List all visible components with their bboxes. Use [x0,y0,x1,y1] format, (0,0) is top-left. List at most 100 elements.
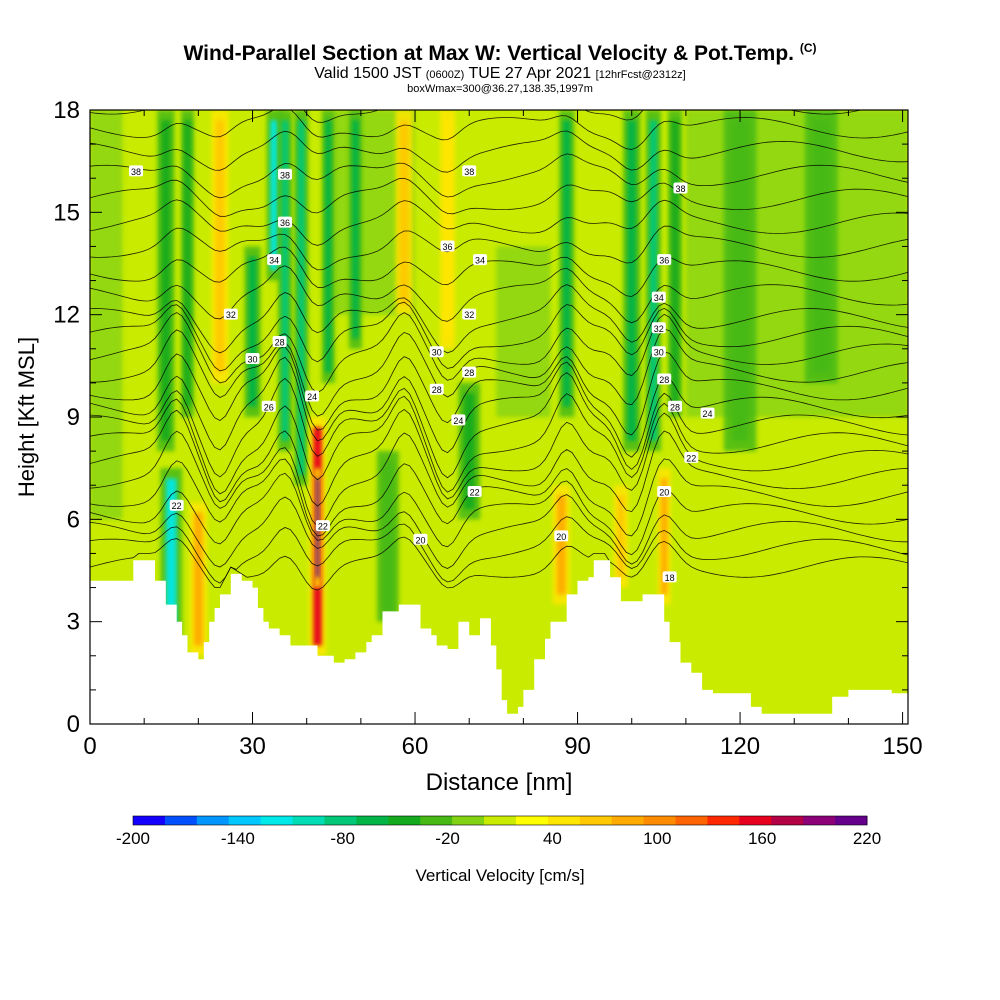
contour-label-bg [272,335,287,347]
colorbar-swatch [771,816,804,825]
theta-contour [90,301,908,372]
theta-contour [90,130,908,173]
contour-label-text: 36 [280,218,290,228]
copyright-mark: (C) [799,41,817,55]
velocity-core [463,393,475,510]
contour-label-bg [700,407,715,419]
x-tick-label: 150 [883,733,923,760]
colorbar-swatch [324,816,357,825]
contour-label-bg [462,165,477,177]
colorbar-tick-label: -20 [435,829,460,848]
contour-label-text: 22 [686,453,696,463]
x-tick-label: 0 [83,733,96,760]
theta-contour [90,312,908,394]
contour-label: 38 [462,165,477,177]
valid-date: TUE 27 Apr 2021 [468,65,592,82]
velocity-band [496,246,551,417]
contour-label-bg [651,322,666,334]
contour-label-bg [462,366,477,378]
colorbar-frame [132,815,868,826]
contour-label: 24 [305,390,320,402]
y-tick-label: 15 [53,199,80,226]
contour-label: 38 [673,182,688,194]
contour-label: 18 [662,571,677,583]
velocity-core [270,120,278,271]
velocity-core [671,120,679,407]
y-tick-label: 3 [67,609,80,636]
contour-label-text: 36 [659,256,669,266]
contour-label: 24 [451,414,466,426]
theta-contour [90,246,908,297]
x-tick-label: 90 [564,733,591,760]
potential-temperature-contours [90,58,908,591]
contour-label: 32 [223,308,238,320]
x-axis: 0 30 60 90 120 150 [83,110,923,760]
contour-label-bg [315,520,330,532]
velocity-core [297,120,305,475]
contour-label-bg [657,486,672,498]
velocity-core [649,120,658,441]
contour-label: 26 [261,400,276,412]
contour-label: 20 [413,533,428,545]
colorbar-tick-label: 220 [853,829,881,848]
contour-label-text: 20 [415,535,425,545]
colorbar-label: Vertical Velocity [cm/s] [415,866,584,885]
contour-label-bg [657,373,672,385]
colorbar-swatch [739,816,772,825]
velocity-core [194,512,203,646]
theta-contour [90,110,908,150]
contour-label-bg [668,400,683,412]
colorbar-swatch [547,816,581,825]
x-tick-label: 60 [402,733,429,760]
contour-label-text: 28 [464,368,474,378]
contour-label-bg [440,240,455,252]
contour-label-bg [554,530,569,542]
contour-label-text: 34 [269,256,279,266]
contour-label-text: 34 [654,293,664,303]
theta-contour [90,372,908,479]
y-tick-label: 6 [67,506,80,533]
contour-label: 28 [429,383,444,395]
y-tick-label: 0 [67,711,80,738]
colorbar-swatch [452,816,485,825]
theta-contour [90,58,908,101]
valid-time-line: Valid 1500 JST (0600Z) TUE 27 Apr 2021 [… [0,66,1000,83]
contour-label-bg [429,346,444,358]
theta-contour [90,346,908,436]
contour-label: 36 [657,254,672,266]
x-tick-label: 30 [239,733,266,760]
velocity-core [617,495,625,578]
contour-label-bg [651,291,666,303]
contour-label-bg [673,182,688,194]
colorbar-swatch [196,816,230,825]
colorbar-tick-label: 160 [748,829,776,848]
velocity-core [443,120,452,339]
velocity-core [562,120,571,407]
velocity-core [161,120,171,441]
theta-contour [90,430,908,527]
contour-label: 20 [554,530,569,542]
velocity-core [627,120,637,441]
velocity-core [382,461,394,612]
theta-contour [90,494,908,569]
x-tick-label: 120 [720,733,760,760]
colorbar-swatch [133,816,166,825]
colorbar-swatch [643,816,677,825]
contour-label-bg [245,353,260,365]
y-tick-label: 12 [53,302,80,329]
contour-label: 30 [245,353,260,365]
colorbar-swatch [803,816,836,825]
contour-label-bg [305,390,320,402]
contour-label-text: 24 [453,416,463,426]
theta-contour [90,328,908,417]
contour-label-text: 34 [475,256,485,266]
forecast-info: [12hrFcst@2312z] [595,69,686,81]
theta-contour [90,153,908,199]
colorbar: -200 -140 -80 -20 40 100 160 220 [116,815,881,848]
contour-label: 24 [700,407,715,419]
contour-label-text: 22 [172,501,182,511]
contour-label-text: 32 [226,310,236,320]
chart-title-text: Wind-Parallel Section at Max W: Vertical… [183,42,794,65]
